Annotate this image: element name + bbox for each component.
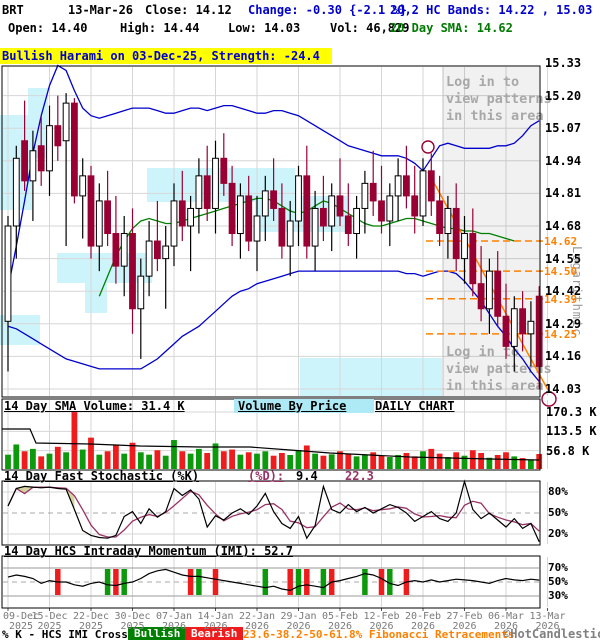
- login-overlay-text: Log in to: [446, 74, 519, 90]
- price-tick-label: 14.94: [545, 153, 582, 168]
- price-tick-label: 14.29: [545, 316, 582, 331]
- date-tick-label: 2026: [410, 621, 436, 632]
- date-tick-label: 09-Dec: [2, 611, 40, 622]
- stoch-tick-label: 50%: [548, 506, 568, 519]
- price-tick-label: 14.55: [545, 251, 582, 266]
- volume-tick-label: 170.3 K: [546, 404, 597, 419]
- stoch-tick-label: 80%: [548, 485, 568, 498]
- symbol-label: BRT: [2, 3, 24, 17]
- change-label: Change: -0.30 {-2.1 %}: [248, 3, 407, 17]
- price-tick-label: 14.16: [545, 349, 582, 364]
- high-label: High: 14.44: [120, 21, 200, 35]
- date-tick-label: 27-Feb: [446, 611, 483, 622]
- pattern-alert-banner: Bullish Harami on 03-Dec-25, Strength: -…: [0, 48, 332, 64]
- volume-panel-title-link[interactable]: 14 Day SMA Volume: 31.4 K: [4, 399, 185, 413]
- date-tick-label: 12-Feb: [363, 611, 400, 622]
- date-tick-label: 2026: [327, 621, 353, 632]
- sma-label: 20 Day SMA: 14.62: [390, 21, 513, 35]
- login-overlay-text: view patterns: [446, 91, 552, 107]
- stochastic-panel-title-link[interactable]: 14 Day Fast Stochastic (%K): [4, 469, 200, 483]
- imi-panel-title-link[interactable]: 14 Day HCS Intraday Momentum (IMI): 52.7: [4, 544, 293, 558]
- login-overlay-text: Log in to: [446, 344, 519, 360]
- volume-tick-label: 113.5 K: [546, 424, 597, 439]
- date-tick-label: 2026: [161, 621, 187, 632]
- price-tick-label: 14.03: [545, 382, 582, 396]
- fibonacci-legend-label: 23.6-38.2-50-61.8% Fibonacci Retracement…: [243, 628, 515, 640]
- fib-level-label: 14.50: [544, 265, 578, 279]
- price-tick-label: 14.42: [545, 284, 582, 299]
- date-tick-label: 22-Jan: [238, 611, 276, 622]
- date-tick-label: 30-Dec: [114, 611, 151, 622]
- log-scale-label: Logarithmic: [570, 246, 584, 337]
- price-tick-label: 15.33: [545, 56, 582, 70]
- date-tick-label: 07-Jan: [155, 611, 193, 622]
- low-label: Low: 14.03: [228, 21, 301, 35]
- date-tick-label: 29-Jan: [280, 611, 317, 622]
- login-overlay-text: view patterns: [446, 361, 552, 377]
- volume-label: Vol: 46,829: [330, 21, 410, 35]
- stochastic-d-link[interactable]: (%D):: [248, 469, 285, 483]
- hc-bands-label: 20,2 HC Bands: 14.22 , 15.03: [390, 3, 593, 17]
- bullish-filter-button[interactable]: Bullish: [128, 627, 187, 640]
- price-tick-label: 15.07: [545, 121, 582, 136]
- fib-level-label: 14.39: [544, 292, 578, 306]
- daily-chart-link[interactable]: DAILY CHART: [375, 399, 455, 413]
- fib-level-label: 14.62: [544, 235, 578, 249]
- price-tick-label: 14.81: [545, 186, 582, 201]
- date-tick-label: 2025: [78, 621, 104, 632]
- stochastic-d-value: 22.3: [345, 469, 374, 483]
- date-tick-label: 2026: [452, 621, 477, 632]
- volume-by-price-link[interactable]: Volume By Price: [234, 399, 375, 413]
- date-tick-label: 2026: [244, 621, 270, 632]
- close-label: Close: 14.12: [145, 3, 232, 17]
- copyright-label: ©HotCandlestick.com: [503, 627, 600, 640]
- date-tick-label: 2026: [203, 621, 228, 632]
- date-tick-label: 22-Dec: [72, 611, 110, 622]
- volume-tick-label: 56.8 K: [546, 443, 590, 458]
- imi-tick-label: 70%: [548, 561, 568, 574]
- price-tick-label: 15.20: [545, 88, 582, 103]
- date-tick-label: 2026: [493, 621, 519, 632]
- login-overlay-text: in this area: [446, 378, 544, 394]
- date-tick-label: 2026: [286, 621, 311, 632]
- date-tick-label: 13-Mar: [529, 611, 566, 622]
- price-tick-label: 14.68: [545, 219, 582, 233]
- date-label: 13-Mar-26: [68, 3, 134, 17]
- bearish-filter-button[interactable]: Bearish: [185, 627, 244, 640]
- date-tick-label: 06-Mar: [487, 611, 525, 622]
- open-label: Open: 14.40: [8, 21, 88, 35]
- stochastic-k-value: 9.4: [296, 469, 318, 483]
- stoch-tick-label: 20%: [548, 527, 568, 540]
- date-tick-label: 2026: [369, 621, 394, 632]
- date-tick-label: 2025: [37, 621, 62, 632]
- imi-tick-label: 30%: [548, 589, 568, 602]
- fib-level-label: 14.25: [544, 327, 578, 341]
- date-tick-label: 2025: [8, 621, 34, 632]
- date-tick-label: 2025: [120, 621, 145, 632]
- date-tick-label: 14-Jan: [197, 611, 234, 622]
- login-overlay-text: in this area: [446, 108, 544, 124]
- date-tick-label: 20-Feb: [404, 611, 442, 622]
- date-tick-label: 15-Dec: [31, 611, 68, 622]
- date-tick-label: 05-Feb: [321, 611, 359, 622]
- imi-tick-label: 50%: [548, 575, 568, 588]
- date-tick-label: 2026: [535, 621, 560, 632]
